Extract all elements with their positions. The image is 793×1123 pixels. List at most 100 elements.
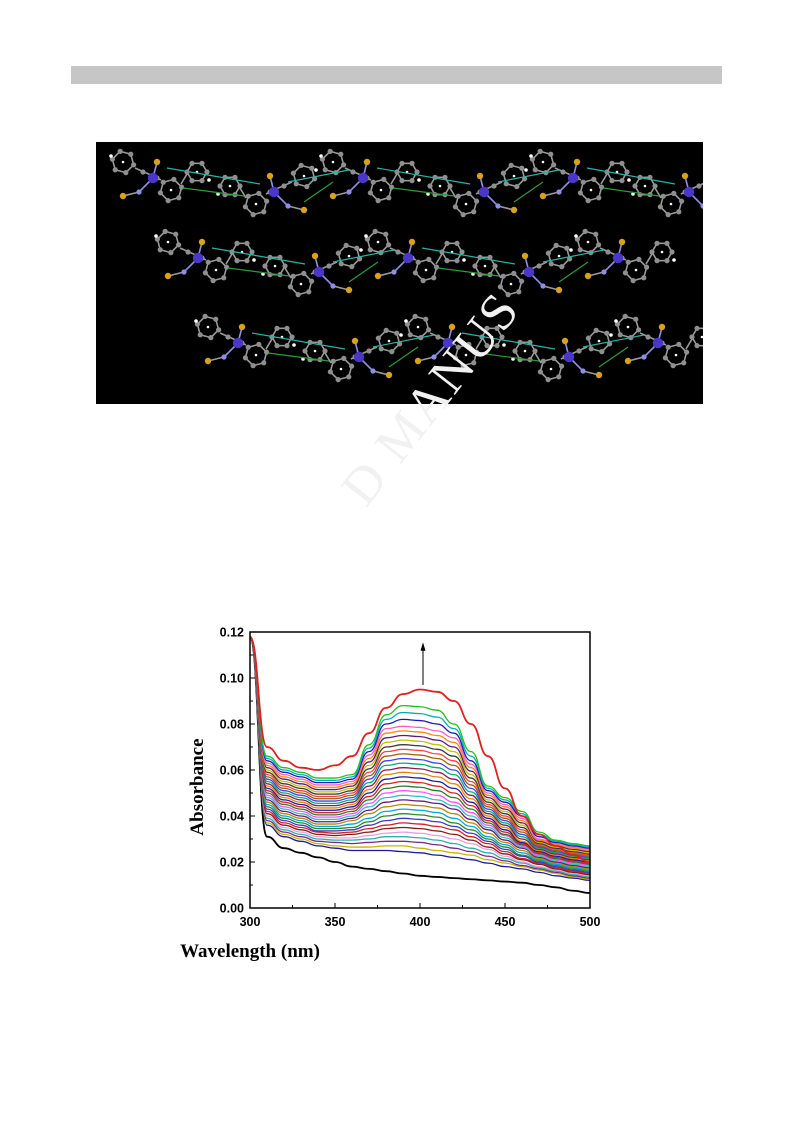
carbon-atom (681, 360, 687, 366)
carbon-atom (394, 330, 400, 336)
metal-atom (232, 337, 244, 349)
y-tick-label: 0.00 (220, 902, 244, 916)
spectrum-line-22 (250, 635, 590, 859)
carbon-atom (204, 169, 210, 175)
carbon-atom (232, 174, 238, 180)
carbon-atom (559, 264, 565, 270)
carbon-atom (426, 256, 432, 262)
spectrum-line-29 (250, 635, 590, 850)
spectrum-line-11 (250, 635, 590, 871)
carbon-atom (242, 355, 248, 361)
carbon-atom (234, 240, 240, 246)
carbon-atom (244, 258, 250, 264)
carbon-atom (605, 249, 611, 255)
metal-atom (353, 351, 365, 363)
nitrogen-atom (601, 269, 607, 275)
carbon-atom (338, 151, 344, 157)
carbon-atom (664, 240, 670, 246)
y-tick-label: 0.02 (220, 856, 244, 870)
carbon-atom (412, 313, 418, 319)
carbon-atom (389, 349, 395, 355)
carbon-atom (494, 325, 500, 331)
carbon-atom (455, 193, 461, 199)
sulfur-atom (329, 192, 337, 200)
ring-center-marker (254, 202, 258, 206)
carbon-atom (176, 242, 182, 248)
carbon-atom (499, 334, 505, 340)
carbon-atom (208, 335, 214, 341)
ring-center-marker (483, 264, 487, 268)
carbon-atom (335, 377, 341, 383)
metal-atom (612, 252, 624, 264)
carbon-atom (367, 190, 373, 196)
carbon-atom (466, 341, 472, 347)
carbon-atom (399, 160, 405, 166)
sulfur-atom (374, 272, 382, 280)
carbon-atom (665, 212, 671, 218)
sulfur-atom (204, 357, 212, 365)
carbon-atom (205, 259, 211, 265)
hydrogen-atom (631, 192, 635, 196)
carbon-atom (282, 263, 288, 269)
spectrum-line-24 (250, 635, 590, 856)
carbon-atom (632, 183, 638, 189)
spectrum-line-7 (250, 635, 590, 876)
hydrogen-atom (399, 333, 403, 337)
carbon-atom (389, 184, 395, 190)
carbon-atom (341, 355, 347, 361)
carbon-atom (399, 178, 405, 184)
carbon-atom (250, 363, 256, 369)
hydrogen-atom (609, 333, 613, 337)
ring-center-marker (347, 254, 351, 258)
sulfur-atom (573, 158, 581, 166)
carbon-atom (484, 343, 490, 349)
carbon-atom (304, 184, 310, 190)
hydrogen-atom (154, 234, 158, 238)
carbon-atom (471, 360, 477, 366)
carbon-atom (652, 183, 658, 189)
hydrogen-atom (194, 319, 198, 323)
spectrum-line-17 (250, 635, 590, 864)
carbon-atom (497, 284, 503, 290)
metal-atom (478, 186, 490, 198)
carbon-atom (596, 242, 602, 248)
metal-atom (313, 266, 325, 278)
spectrum-line-4 (250, 635, 590, 879)
carbon-atom (157, 190, 163, 196)
carbon-atom (412, 270, 418, 276)
hydrogen-atom (627, 178, 631, 182)
ring-center-marker (589, 188, 593, 192)
sulfur-atom (238, 323, 246, 331)
carbon-atom (262, 263, 268, 269)
carbon-atom (460, 363, 466, 369)
carbon-atom (284, 325, 290, 331)
x-tick-label: 400 (410, 915, 431, 929)
carbon-atom (343, 242, 349, 248)
metal-atom (357, 172, 369, 184)
carbon-atom (217, 183, 223, 189)
nitrogen-atom (136, 189, 142, 195)
carbon-atom (665, 344, 671, 350)
carbon-atom (548, 151, 554, 157)
carbon-atom (540, 358, 546, 364)
carbon-atom (395, 249, 401, 255)
carbon-atom (599, 184, 605, 190)
carbon-atom (274, 325, 280, 331)
carbon-atom (378, 346, 384, 352)
sulfur-atom (584, 272, 592, 280)
carbon-atom (194, 321, 200, 327)
carbon-atom (284, 343, 290, 349)
carbon-atom (622, 313, 628, 319)
carbon-atom (375, 335, 381, 341)
ring-center-marker (549, 367, 553, 371)
carbon-atom (420, 278, 426, 284)
hydrogen-atom (529, 154, 533, 158)
carbon-atom (317, 339, 323, 345)
carbon-atom (487, 254, 493, 260)
hydrogen-atom (672, 258, 676, 262)
carbon-atom (617, 332, 623, 338)
carbon-atom (545, 250, 551, 256)
carbon-atom (604, 330, 610, 336)
sulfur-atom (476, 172, 484, 180)
sulfur-atom (119, 192, 127, 200)
